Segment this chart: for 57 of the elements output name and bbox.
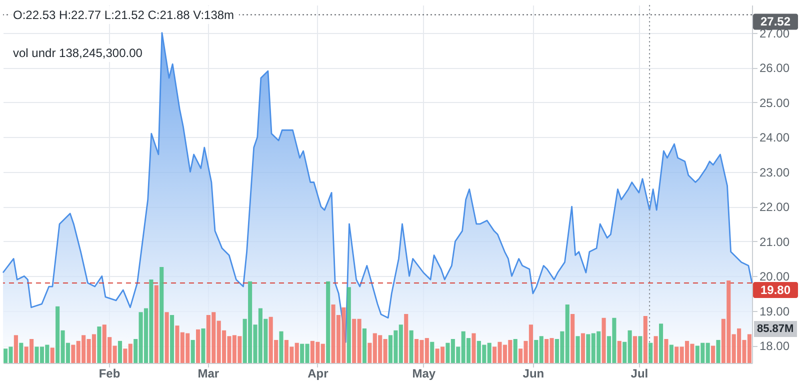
x-tick-label: Feb — [98, 366, 120, 380]
bar — [617, 340, 622, 363]
bar — [664, 339, 668, 363]
y-tick-label: 20.00 — [760, 270, 790, 284]
bar — [409, 330, 414, 363]
bar — [648, 342, 653, 363]
y-tick-label: 22.00 — [760, 200, 790, 214]
y-tick-label: 23.00 — [760, 165, 790, 180]
bar — [716, 340, 720, 363]
y-tick-label: 26.00 — [760, 61, 790, 76]
bar — [669, 344, 674, 363]
bar — [279, 331, 284, 363]
text: 85.87M — [754, 321, 797, 337]
bar — [190, 340, 195, 363]
bar — [658, 324, 664, 363]
y-tick-label: 19.00 — [760, 304, 790, 318]
bar — [50, 348, 54, 363]
bar — [711, 346, 716, 363]
y-tick-label: 18.00 — [760, 339, 790, 354]
bar — [632, 336, 638, 363]
y-tick-label: 21.00 — [760, 234, 790, 249]
bar — [118, 340, 122, 363]
bar — [164, 312, 169, 363]
bar — [638, 336, 642, 363]
bar — [19, 342, 24, 363]
bar — [346, 287, 351, 363]
y-tick-label: 27.00 — [760, 26, 790, 40]
annotation: O:22.53 H:22.77 L:21.52 C:21.88 V:138m — [8, 6, 240, 24]
x-tick-label: Jun — [522, 366, 544, 380]
bar — [404, 314, 408, 363]
y-tick-label: 24.00 — [760, 130, 790, 145]
bar — [196, 329, 200, 363]
y-tick-label: 25.00 — [760, 96, 790, 110]
x-tick-label: May — [412, 366, 436, 380]
bar — [201, 328, 206, 363]
ref-line-label: 27.52 — [760, 14, 791, 29]
bar — [643, 316, 648, 363]
bar — [602, 318, 606, 363]
bar — [513, 339, 518, 363]
x-tick-label: Mar — [198, 366, 220, 380]
bar — [570, 314, 575, 363]
bar — [580, 333, 586, 363]
bar — [326, 281, 330, 363]
bar — [170, 315, 174, 363]
ref-line-label: 19.80 — [760, 283, 791, 298]
bar — [576, 336, 580, 363]
bar — [14, 335, 18, 363]
bar — [472, 333, 476, 363]
bar — [160, 267, 164, 363]
x-tick-label: Jul — [630, 366, 648, 380]
bar — [430, 342, 434, 363]
bar — [362, 328, 367, 363]
bar — [154, 285, 158, 363]
bar — [654, 336, 658, 363]
x-tick-label: Apr — [308, 366, 329, 380]
bar — [97, 326, 102, 363]
annotation: vol undr 138,245,300.00 — [8, 44, 148, 62]
